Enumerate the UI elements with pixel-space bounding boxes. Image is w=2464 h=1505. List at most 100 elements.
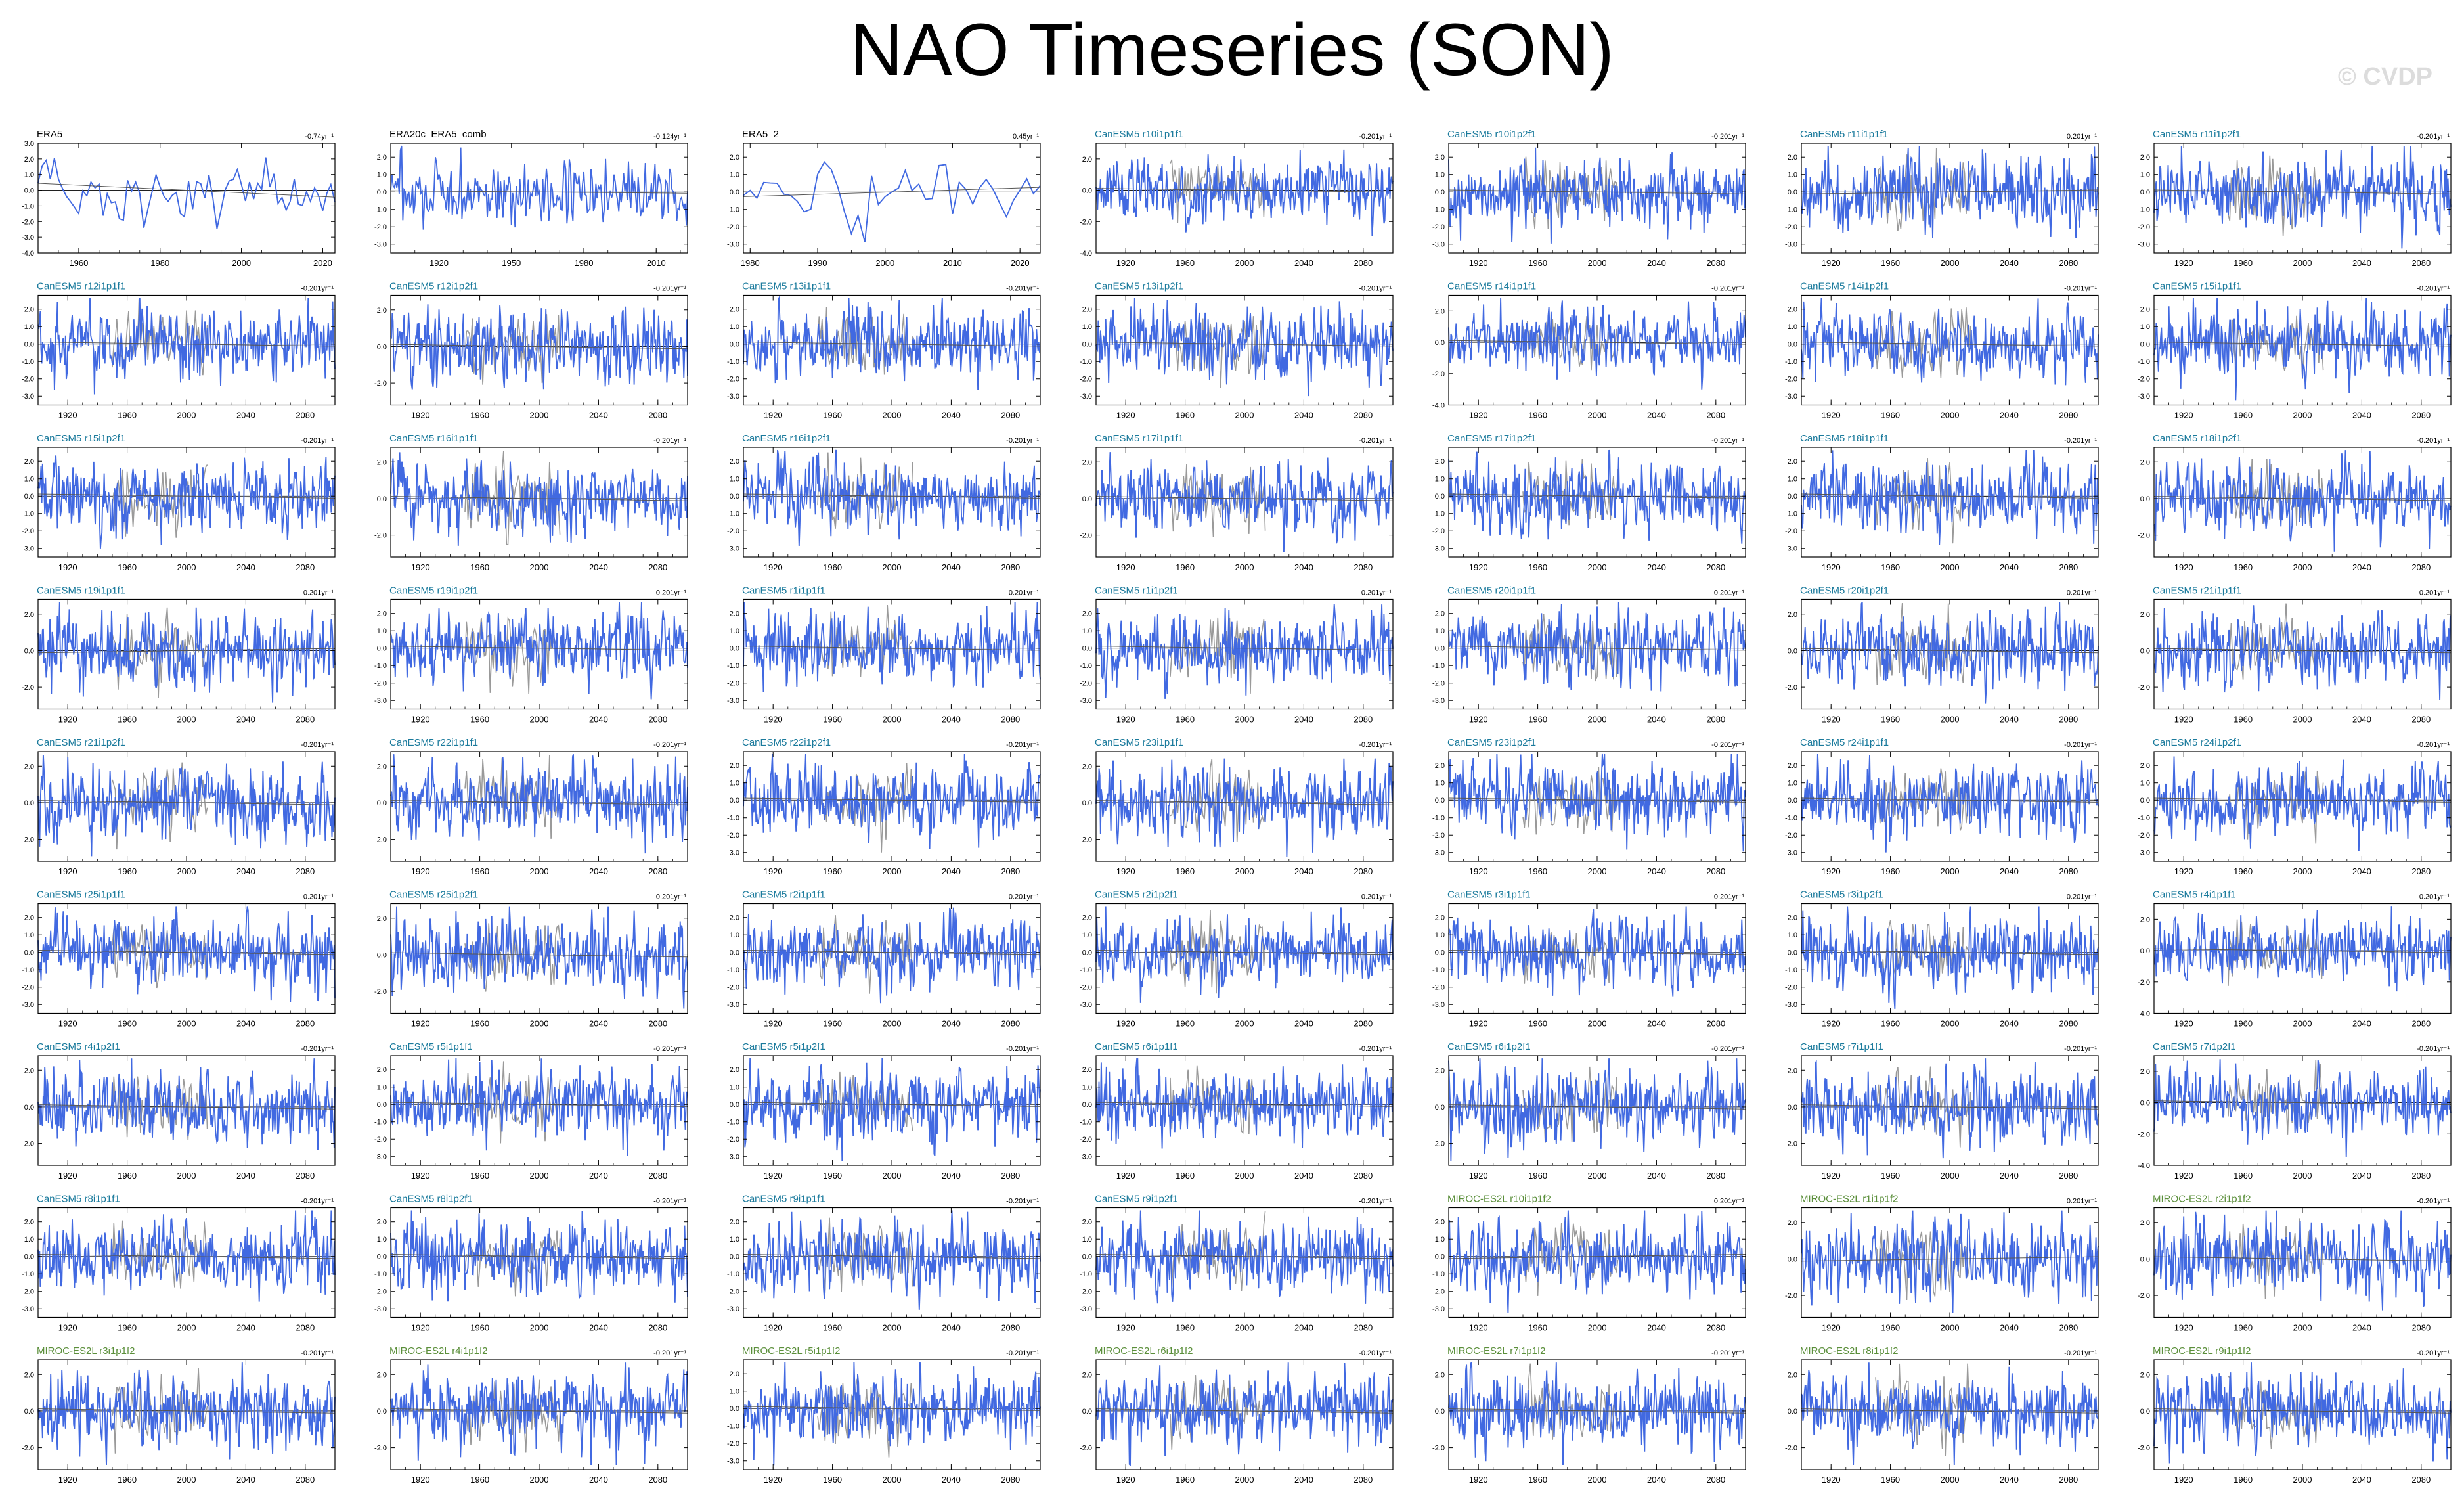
y-tick-label: -3.0 — [1432, 1001, 1445, 1009]
panel-label: CanESM5 r16i1p1f1 — [389, 433, 478, 444]
x-tick-label: 1960 — [118, 1019, 137, 1029]
y-tick-label: -2.0 — [727, 832, 739, 840]
x-tick-label: 2000 — [1588, 1171, 1607, 1180]
y-tick-label: -1.0 — [374, 1119, 387, 1127]
y-tick-label: -2.0 — [727, 528, 739, 535]
series-line — [1095, 906, 1394, 1003]
y-tick-label: -2.0 — [2138, 832, 2150, 840]
y-tick-label: -1.0 — [727, 358, 739, 366]
x-tick-label: 1960 — [2233, 258, 2253, 268]
y-tick-label: 0.0 — [2140, 1100, 2150, 1108]
x-tick-label: 2000 — [232, 258, 251, 268]
x-tick-label: 1960 — [1176, 562, 1195, 572]
panel-trend: 0.45yr⁻¹ — [1013, 133, 1039, 141]
x-tick-label: 1920 — [764, 411, 783, 420]
x-tick-label: 1960 — [470, 1171, 489, 1180]
y-tick-label: 1.0 — [730, 627, 739, 635]
y-tick-label: -2.0 — [1080, 1136, 1092, 1144]
series-line — [1095, 758, 1394, 857]
y-tick-label: 0.0 — [1082, 1101, 1092, 1109]
y-tick-label: -2.0 — [22, 376, 34, 384]
y-tick-label: 1.0 — [1082, 323, 1092, 331]
y-tick-label: -4.0 — [2138, 1162, 2150, 1170]
x-tick-label: 1920 — [1116, 1323, 1135, 1333]
x-tick-label: 2080 — [1706, 1171, 1725, 1180]
chart-panel: CanESM5 r19i1p1f1 0.201yr⁻¹ 2.0 0.0 -2.0 1920… — [22, 585, 336, 725]
y-tick-label: -3.0 — [22, 234, 34, 242]
x-tick-label: 2000 — [1588, 1019, 1607, 1029]
x-tick-label: 1920 — [1116, 715, 1135, 725]
chart-panel: CanESM5 r24i1p2f1 -0.201yr⁻¹ 2.0 1.0 0.0 -1.0… — [2138, 737, 2452, 876]
y-tick-label: 1.0 — [377, 1084, 387, 1092]
x-tick-label: 1960 — [823, 715, 842, 725]
y-tick-label: 0.0 — [1435, 1253, 1445, 1261]
x-tick-label: 1960 — [1176, 1323, 1195, 1333]
y-tick-label: 2.0 — [1435, 762, 1445, 770]
x-tick-label: 2080 — [648, 1475, 667, 1485]
x-tick-label: 2080 — [2059, 1019, 2078, 1029]
x-tick-label: 2040 — [2000, 1323, 2019, 1333]
series-line — [390, 145, 688, 230]
panel-label: CanESM5 r14i1p2f1 — [1800, 281, 1889, 292]
y-tick-label: 0.0 — [1082, 949, 1092, 957]
x-tick-label: 2000 — [2293, 411, 2312, 420]
y-tick-label: -1.0 — [374, 662, 387, 670]
panel-frame — [37, 143, 336, 254]
y-tick-label: 2.0 — [1082, 1371, 1092, 1379]
panel-label: ERA5_2 — [742, 129, 779, 140]
y-tick-label: -3.0 — [727, 545, 739, 553]
panel-trend: -0.201yr⁻¹ — [2064, 1045, 2097, 1053]
y-tick-label: -3.0 — [2138, 241, 2150, 249]
y-tick-label: 1.0 — [730, 476, 739, 483]
y-tick-label: -1.0 — [22, 510, 34, 518]
y-tick-label: -2.0 — [727, 223, 739, 231]
x-tick-label: 2040 — [589, 715, 608, 725]
chart-panel: CanESM5 r17i1p2f1 -0.201yr⁻¹ 2.0 1.0 0.0 -1.0… — [1432, 433, 1746, 572]
series-line — [743, 602, 1041, 692]
panel-label: CanESM5 r23i1p2f1 — [1447, 737, 1536, 748]
y-tick-label: -2.0 — [374, 532, 387, 540]
ensemble-line — [1522, 614, 1619, 682]
x-tick-label: 2080 — [1353, 258, 1373, 268]
x-tick-label: 2000 — [1235, 411, 1254, 420]
trend-line — [1095, 800, 1394, 805]
series-line — [2153, 605, 2452, 700]
panel-label: CanESM5 r7i1p1f1 — [1800, 1041, 1883, 1052]
y-tick-label: 2.0 — [1788, 1219, 1797, 1227]
y-tick-label: 2.0 — [377, 307, 387, 315]
x-tick-label: 2080 — [296, 411, 315, 420]
y-tick-label: -2.0 — [1080, 984, 1092, 992]
y-tick-label: -3.0 — [22, 1001, 34, 1009]
panel-label: MIROC-ES2L r10i1p1f2 — [1447, 1194, 1551, 1205]
y-tick-label: -3.0 — [1080, 393, 1092, 401]
y-tick-label: -2.0 — [1080, 218, 1092, 226]
chart-panel: MIROC-ES2L r3i1p1f2 -0.201yr⁻¹ 2.0 0.0 -2.0 1… — [22, 1345, 336, 1485]
x-tick-label: 2000 — [2293, 258, 2312, 268]
trend-line — [37, 1254, 336, 1259]
x-tick-label: 2000 — [1588, 1475, 1607, 1485]
x-tick-label: 1960 — [2233, 411, 2253, 420]
x-tick-label: 1960 — [2233, 1475, 2253, 1485]
y-tick-label: -3.0 — [1080, 1001, 1092, 1009]
trend-line — [743, 797, 1041, 803]
y-tick-label: -3.0 — [1785, 849, 1797, 857]
panel-trend: -0.201yr⁻¹ — [653, 1198, 686, 1205]
x-tick-label: 1960 — [1176, 1171, 1195, 1180]
x-tick-label: 1960 — [823, 411, 842, 420]
panel-label: CanESM5 r3i1p2f1 — [1800, 889, 1883, 901]
y-tick-label: -2.0 — [1080, 376, 1092, 384]
panel-label: CanESM5 r24i1p1f1 — [1800, 737, 1889, 748]
y-tick-label: -2.0 — [1432, 832, 1445, 840]
chart-panel: CanESM5 r7i1p1f1 -0.201yr⁻¹ 2.0 0.0 -2.0 1920… — [1785, 1041, 2099, 1180]
y-tick-label: 0.0 — [730, 797, 739, 805]
x-tick-label: 2080 — [648, 866, 667, 876]
y-tick-label: 0.0 — [730, 189, 739, 196]
y-tick-label: 1.0 — [730, 1084, 739, 1092]
x-tick-label: 1920 — [2174, 1323, 2193, 1333]
x-tick-label: 1960 — [2233, 715, 2253, 725]
y-tick-label: -2.0 — [374, 223, 387, 231]
y-tick-label: 0.0 — [24, 799, 34, 807]
x-tick-label: 2020 — [313, 258, 332, 268]
x-tick-label: 1950 — [502, 258, 521, 268]
y-tick-label: -2.0 — [2138, 532, 2150, 540]
